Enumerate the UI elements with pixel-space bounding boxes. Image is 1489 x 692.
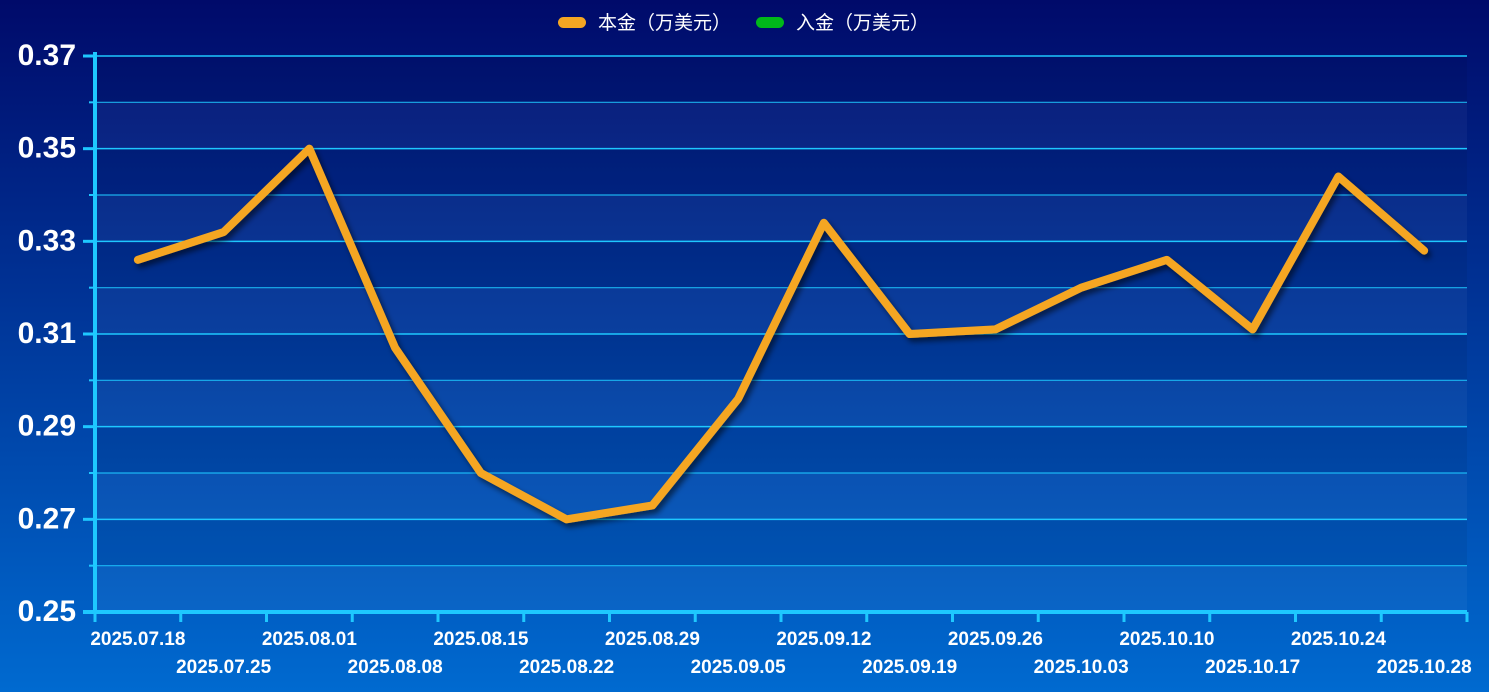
- x-tick-label: 2025.08.15: [433, 629, 529, 650]
- x-tick-label: 2025.07.18: [90, 629, 185, 650]
- plot-band: [95, 565, 1467, 612]
- legend-label: 入金（万美元）: [796, 12, 929, 34]
- plot-band: [95, 241, 1467, 288]
- x-tick-label: 2025.07.25: [176, 657, 272, 678]
- x-tick-label: 2025.09.19: [862, 657, 957, 678]
- grid: [95, 55, 1467, 613]
- series-line: [133, 144, 1429, 524]
- x-tick-label: 2025.10.17: [1205, 657, 1300, 678]
- y-tick-label: 0.35: [18, 132, 76, 165]
- axes: 0.25 0.27 0.29 0.31 0.33 0.35 0.37 2025.07.18 20…: [18, 39, 1472, 678]
- plot-band: [95, 195, 1467, 242]
- y-tick-label: 0.29: [18, 410, 76, 443]
- x-tick-label: 2025.10.28: [1377, 657, 1472, 678]
- x-tick-label: 2025.08.01: [262, 629, 358, 650]
- plot-bands: [95, 56, 1467, 612]
- y-tick-label: 0.25: [18, 595, 76, 628]
- plot-band: [95, 56, 1467, 103]
- x-tick-label: 2025.09.12: [776, 629, 871, 650]
- plot-band: [95, 473, 1467, 520]
- legend-swatch: [558, 17, 586, 28]
- x-tick-label: 2025.08.22: [519, 657, 614, 678]
- y-tick-label: 0.27: [18, 502, 76, 535]
- legend-swatch: [756, 17, 784, 28]
- x-tick-label: 2025.08.08: [348, 657, 443, 678]
- y-tick-label: 0.37: [18, 39, 76, 72]
- legend-label: 本金（万美元）: [598, 12, 731, 34]
- x-tick-label: 2025.10.03: [1034, 657, 1129, 678]
- y-tick-label: 0.31: [18, 317, 76, 350]
- plot-band: [95, 426, 1467, 473]
- x-tick-label: 2025.10.24: [1291, 629, 1387, 650]
- x-tick-label: 2025.10.10: [1119, 629, 1214, 650]
- y-tick-label: 0.33: [18, 224, 76, 257]
- plot-band: [95, 334, 1467, 381]
- x-tick-label: 2025.09.26: [948, 629, 1043, 650]
- plot-band: [95, 380, 1467, 427]
- plot-band: [95, 102, 1467, 149]
- legend: 本金（万美元） 入金（万美元）: [558, 12, 929, 34]
- plot-band: [95, 519, 1467, 566]
- x-tick-label: 2025.09.05: [691, 657, 787, 678]
- lines: [133, 144, 1429, 524]
- x-tick-label: 2025.08.29: [605, 629, 700, 650]
